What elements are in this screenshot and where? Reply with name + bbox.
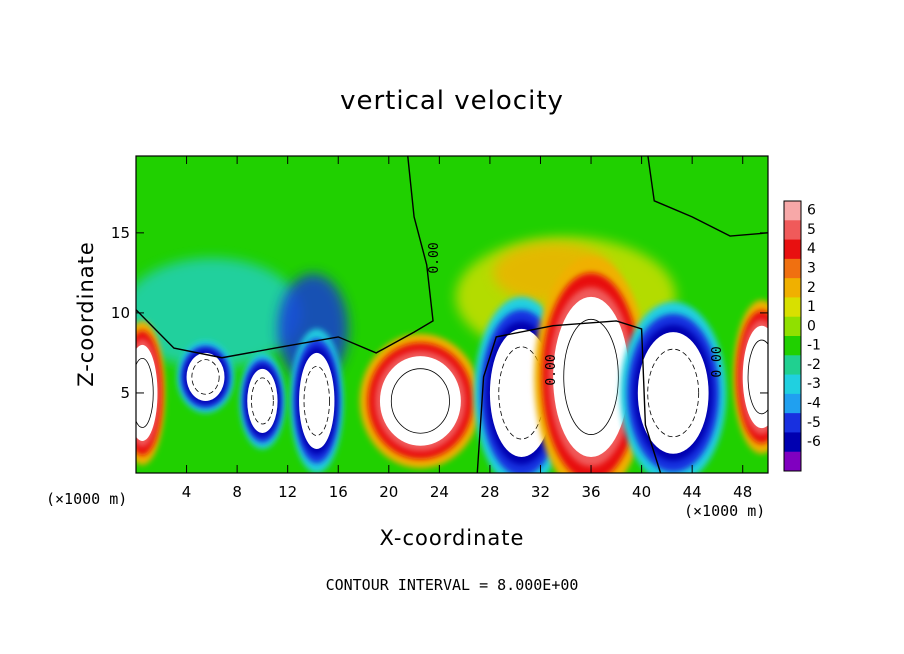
colorbar-segment-3	[784, 258, 801, 279]
colorbar-segment-5	[784, 297, 801, 318]
updraft-cell-0-layer-3	[136, 344, 158, 441]
updraft-contour-0	[136, 357, 154, 428]
colorbar-segment-10	[784, 393, 801, 414]
colorbar-label-0: 6	[807, 203, 816, 219]
downdraft-contour-7	[647, 348, 700, 438]
colorbar: 6 5 4 3 2 1 0 -1 -2 -3 -4 -5 -6	[783, 200, 821, 472]
updraft-contour-6	[563, 318, 619, 435]
x-tick-label-48: 48	[733, 483, 752, 501]
downdraft-contour-1	[191, 359, 220, 395]
x-tick-label-36: 36	[581, 483, 600, 501]
x-axis-label: X-coordinate	[379, 526, 525, 550]
plot-frame	[135, 155, 769, 474]
colorbar-segment-2	[784, 239, 801, 260]
x-tick-label-44: 44	[683, 483, 702, 501]
colorbar-label-8: -2	[807, 357, 821, 373]
colorbar-label-7: -1	[807, 338, 821, 354]
colorbar-segment-1	[784, 220, 801, 241]
colorbar-segment-4	[784, 278, 801, 298]
colorbar-label-3: 3	[807, 261, 816, 277]
colorbar-segment-8	[784, 355, 801, 376]
colorbar-segment-7	[784, 336, 801, 356]
updraft-cell-4-layer-3	[379, 356, 461, 446]
chart-title: vertical velocity	[340, 86, 564, 116]
updraft-contour-4	[390, 368, 450, 434]
x-tick-label-8: 8	[232, 483, 242, 501]
downdraft-cell-7-layer-3	[637, 332, 709, 454]
colorbar-frame	[783, 200, 802, 472]
contour-label-0: 0.00	[427, 242, 442, 273]
colorbar-label-1: 5	[807, 222, 816, 238]
colorbar-label-4: 2	[807, 280, 816, 296]
colorbar-segment-13	[784, 451, 801, 472]
y-tick-label-15: 15	[111, 224, 130, 242]
downdraft-contour-3	[303, 365, 330, 436]
colorbar-segment-0	[784, 201, 801, 221]
x-tick-label-28: 28	[480, 483, 499, 501]
x-tick-label-24: 24	[430, 483, 449, 501]
zero-contour-3	[476, 320, 662, 473]
y-tick-label-10: 10	[111, 304, 130, 322]
zero-contours	[136, 156, 768, 473]
x-unit-label-right: (×1000 m)	[684, 502, 766, 520]
updraft-cell-8-layer-3	[742, 325, 768, 429]
x-tick-label-4: 4	[182, 483, 192, 501]
colorbar-label-9: -3	[807, 376, 821, 392]
colorbar-label-2: 4	[807, 241, 816, 257]
velocity-field	[136, 236, 768, 473]
updraft-contour-8	[747, 339, 768, 415]
colorbar-segment-12	[784, 432, 801, 453]
contour-label-2: 0.00	[710, 346, 725, 377]
y-axis-label: Z-coordinate	[74, 241, 98, 387]
colorbar-label-5: 1	[807, 299, 816, 315]
x-tick-label-16: 16	[329, 483, 348, 501]
colorbar-label-10: -4	[807, 396, 821, 412]
colorbar-label-6: 0	[807, 318, 816, 334]
contour-label-1: 0.00	[544, 354, 559, 385]
x-tick-label-20: 20	[379, 483, 398, 501]
colorbar-segment-6	[784, 316, 801, 337]
colorbar-label-11: -5	[807, 415, 821, 431]
contour-interval-note: CONTOUR INTERVAL = 8.000E+00	[325, 576, 579, 594]
x-unit-label-left: (×1000 m)	[46, 490, 128, 508]
x-tick-label-32: 32	[531, 483, 550, 501]
x-tick-label-12: 12	[278, 483, 297, 501]
colorbar-segment-11	[784, 413, 801, 433]
colorbar-label-12: -6	[807, 434, 821, 450]
zero-contour-2	[647, 156, 768, 237]
contour-labels: 0.00 0.00 0.00	[427, 242, 725, 385]
downdraft-contour-2	[251, 377, 274, 425]
upper-cool-region	[136, 257, 302, 368]
updraft-cell-6-layer-3	[553, 296, 629, 457]
x-tick-label-40: 40	[632, 483, 651, 501]
zero-contour-1	[136, 156, 434, 359]
y-tick-label-5: 5	[120, 384, 130, 402]
colorbar-segment-9	[784, 374, 801, 395]
